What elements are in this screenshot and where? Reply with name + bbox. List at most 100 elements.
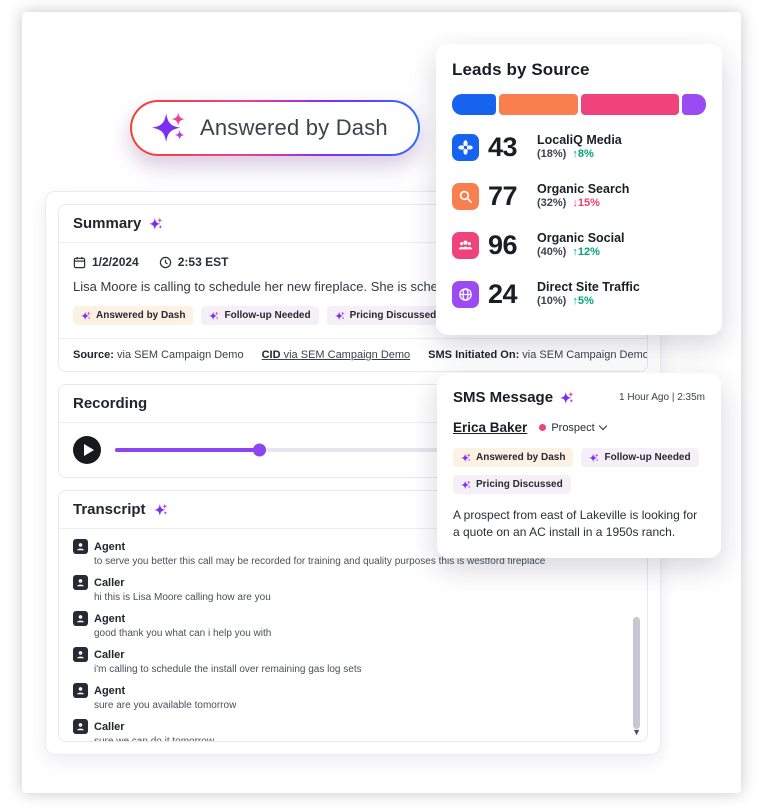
recording-player — [59, 423, 647, 477]
sms-message-card: SMS Message 1 Hour Ago | 2:35m Erica Bak… — [437, 373, 721, 558]
call-time: 2:53 EST — [159, 255, 228, 269]
source-value: via SEM Campaign Demo — [117, 349, 244, 361]
cid-field[interactable]: CID via SEM Campaign Demo — [262, 349, 411, 361]
tag-label: Follow-up Needed — [224, 310, 311, 321]
tag-sparkle-icon — [81, 310, 91, 321]
lead-count: 77 — [488, 181, 518, 211]
tag-sparkle-icon — [461, 452, 471, 463]
lead-share: (40%) — [537, 246, 567, 259]
transcript-header: Transcript — [59, 491, 647, 529]
summary-sparkle-icon — [149, 217, 163, 231]
message-text: sure we can do it tomorrow — [94, 736, 215, 742]
summary-header: Summary — [59, 205, 647, 243]
sms-message-text: A prospect from east of Lakeville is loo… — [453, 508, 698, 540]
lead-row-organic-search: 77 Organic Search (32%) ↓15% — [452, 172, 706, 221]
transcript-message: Caller i'm calling to schedule the insta… — [73, 647, 617, 675]
recording-title: Recording — [73, 395, 148, 412]
answered-by-dash-badge[interactable]: Answered by Dash — [130, 100, 420, 156]
sms-sparkle-icon — [560, 391, 574, 405]
tag-label: Follow-up Needed — [604, 452, 691, 463]
lead-name: Direct Site Traffic — [537, 280, 640, 295]
tag-pricing-discussed[interactable]: Pricing Discussed — [453, 475, 571, 494]
tag-follow-up-needed[interactable]: Follow-up Needed — [201, 306, 319, 325]
search-icon — [452, 183, 479, 210]
caller-icon — [73, 575, 88, 590]
transcript-message: Agent to serve you better this call may … — [73, 539, 617, 567]
tag-answered-by-dash[interactable]: Answered by Dash — [73, 306, 194, 325]
lead-trend: ↑12% — [572, 246, 600, 259]
sms-title: SMS Message — [453, 389, 554, 406]
lead-trend: ↑8% — [572, 148, 594, 161]
tag-answered-by-dash[interactable]: Answered by Dash — [453, 448, 574, 467]
message-role: Agent — [94, 684, 126, 697]
transcript-message: Agent sure are you available tomorrow — [73, 683, 617, 711]
agent-icon — [73, 611, 88, 626]
lead-name: Organic Social — [537, 231, 625, 246]
message-text: i'm calling to schedule the install over… — [94, 664, 362, 675]
message-role: Caller — [94, 720, 125, 733]
localiq-media-icon — [452, 134, 479, 161]
call-date: 1/2/2024 — [73, 255, 139, 269]
tag-label: Answered by Dash — [476, 452, 566, 463]
message-role: Agent — [94, 540, 126, 553]
calendar-icon — [73, 256, 86, 269]
lead-rows: 43 LocaliQ Media (18%) ↑8% 77 Organic Se… — [452, 123, 706, 319]
play-button[interactable] — [73, 436, 101, 464]
sms-contact-row: Erica Baker Prospect — [453, 420, 705, 435]
message-role: Caller — [94, 576, 125, 589]
leads-by-source-card: Leads by Source 43 LocaliQ Media (18%) ↑… — [436, 44, 722, 335]
tag-pricing-discussed[interactable]: Pricing Discussed — [326, 306, 445, 325]
source-info-row: Source: via SEM Campaign Demo CID via SE… — [59, 338, 647, 371]
lead-count: 96 — [488, 230, 518, 260]
tag-label: Answered by Dash — [96, 310, 186, 321]
bar-segment-direct-traffic — [681, 94, 706, 115]
tag-follow-up-needed[interactable]: Follow-up Needed — [581, 448, 699, 467]
tag-label: Pricing Discussed — [476, 479, 563, 490]
caller-icon — [73, 719, 88, 734]
cid-label: CID — [261, 349, 281, 361]
transcript-message: Caller hi this is Lisa Moore calling how… — [73, 575, 617, 603]
recording-header: Recording — [59, 385, 647, 423]
prospect-status-dropdown[interactable]: Prospect — [539, 421, 607, 434]
lead-row-direct-site-traffic: 24 Direct Site Traffic (10%) ↑5% — [452, 270, 706, 319]
sms-timestamp: 1 Hour Ago | 2:35m — [619, 392, 705, 403]
summary-meta-row: 1/2/2024 2:53 EST — [73, 255, 633, 269]
bar-segment-localiq — [452, 94, 497, 115]
summary-title: Summary — [73, 215, 142, 232]
recording-seek-knob[interactable] — [253, 443, 267, 457]
scroll-down-arrow-icon[interactable]: ▼ — [632, 727, 641, 737]
leads-title: Leads by Source — [452, 60, 590, 79]
lead-trend: ↓15% — [572, 197, 600, 210]
people-icon — [452, 232, 479, 259]
sms-initiated-field: SMS Initiated On: via SEM Campaign Demo — [428, 349, 647, 361]
sms-header: SMS Message 1 Hour Ago | 2:35m — [453, 389, 705, 406]
answered-by-dash-label: Answered by Dash — [200, 115, 388, 140]
dash-sparkle-icon — [152, 111, 186, 145]
leads-stacked-bar — [452, 94, 706, 115]
lead-share: (18%) — [537, 148, 567, 161]
contact-name-link[interactable]: Erica Baker — [453, 420, 528, 435]
transcript-sparkle-icon — [153, 503, 168, 517]
recording-track[interactable] — [115, 443, 633, 457]
caller-icon — [73, 647, 88, 662]
globe-icon — [452, 281, 479, 308]
transcript-body: Agent to serve you better this call may … — [59, 529, 647, 742]
chevron-down-icon — [598, 421, 607, 431]
summary-text: Lisa Moore is calling to schedule her ne… — [73, 279, 547, 294]
sms-initiated-value: via SEM Campaign Demo — [522, 349, 647, 361]
agent-icon — [73, 539, 88, 554]
tag-sparkle-icon — [334, 310, 345, 321]
lead-name: Organic Search — [537, 182, 630, 197]
bar-segment-organic-search — [499, 94, 578, 115]
agent-icon — [73, 683, 88, 698]
transcript-message: Agent good thank you what can i help you… — [73, 611, 617, 639]
lead-share: (32%) — [537, 197, 567, 210]
sms-initiated-label: SMS Initiated On: — [428, 349, 520, 361]
transcript-scrollbar-thumb[interactable] — [633, 617, 640, 729]
prospect-status-dot — [539, 424, 547, 431]
lead-count: 43 — [488, 132, 518, 162]
lead-trend: ↑5% — [572, 295, 594, 308]
message-text: to serve you better this call may be rec… — [94, 556, 546, 567]
message-text: good thank you what can i help you with — [94, 628, 272, 639]
